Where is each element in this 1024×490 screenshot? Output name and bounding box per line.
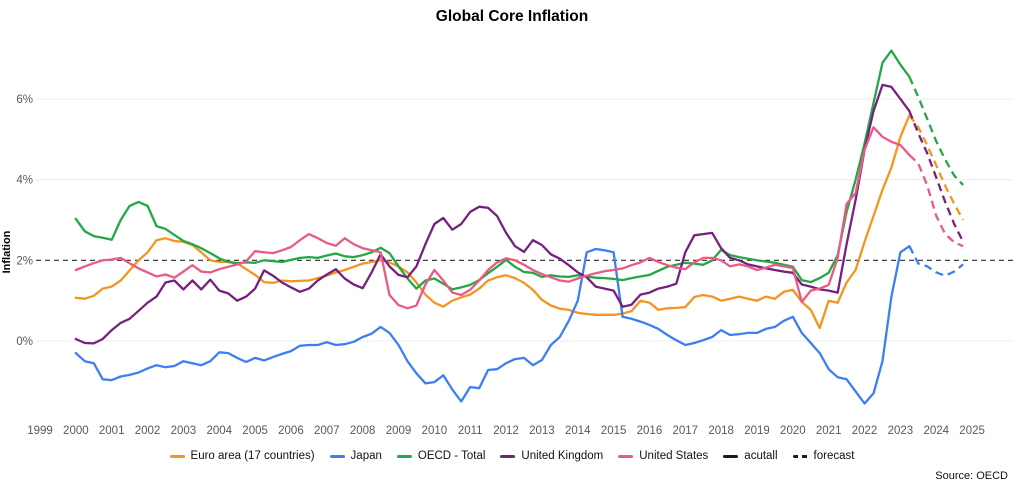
legend-label: OECD - Total — [417, 450, 486, 462]
legend-dashed-line-icon — [792, 454, 808, 458]
chart-title: Global Core Inflation — [435, 8, 589, 25]
legend-line-icon — [500, 454, 516, 458]
actual-line — [74, 49, 911, 291]
y-tick-label: 2% — [16, 255, 33, 267]
legend-label: United Kingdom — [521, 450, 604, 462]
legend-line-icon — [723, 454, 739, 458]
forecast-line — [908, 114, 965, 221]
x-tick-label: 2008 — [350, 425, 376, 437]
series-oecd-total — [74, 49, 964, 291]
legend-label: acutall — [744, 450, 778, 462]
legend-item-euro-area-17-countries-: Euro area (17 countries) — [169, 450, 315, 462]
legend-item-japan: Japan — [329, 450, 382, 462]
x-tick-label: 2010 — [422, 425, 448, 437]
x-tick-label: 2002 — [135, 425, 161, 437]
legend-line-icon — [329, 454, 345, 458]
actual-line — [74, 245, 911, 405]
x-tick-label: 2021 — [816, 425, 842, 437]
x-tick-label: 2012 — [493, 425, 519, 437]
actual-line — [74, 114, 911, 330]
x-tick-label: 2013 — [529, 425, 555, 437]
legend-item-united-kingdom: United Kingdom — [500, 450, 603, 462]
legend-line-icon — [169, 454, 185, 458]
series-japan — [74, 245, 964, 405]
x-tick-label: 2000 — [63, 425, 89, 437]
legend-label: United States — [639, 450, 709, 462]
x-tick-label: 2004 — [206, 425, 232, 437]
legend-line-icon — [396, 454, 412, 458]
x-tick-label: 2009 — [386, 425, 412, 437]
x-tick-label: 2020 — [780, 425, 806, 437]
x-tick-label: 2003 — [171, 425, 197, 437]
gridlines: 0% 2% 4% 6% — [16, 94, 1013, 348]
x-tick-label: 2022 — [852, 425, 878, 437]
actual-line — [74, 83, 911, 345]
legend-label: Japan — [350, 450, 382, 462]
x-tick-label: 2006 — [278, 425, 304, 437]
x-tick-label: 2018 — [708, 425, 734, 437]
legend: Euro area (17 countries) Japan OECD - Tota… — [0, 450, 1024, 462]
legend-item-oecd-total: OECD - Total — [396, 450, 486, 462]
legend-line-icon — [618, 454, 634, 458]
x-tick-label: 2007 — [314, 425, 340, 437]
forecast-line — [908, 76, 964, 186]
legend-item-united-states: United States — [618, 450, 708, 462]
legend-item-forecast: forecast — [792, 450, 855, 462]
x-tick-label: 2001 — [99, 425, 125, 437]
x-tick-label: 2017 — [673, 425, 699, 437]
y-tick-label: 6% — [16, 94, 33, 106]
actual-line — [74, 126, 911, 310]
x-tick-label: 2025 — [959, 425, 985, 437]
series-euro-area-17-countries- — [74, 114, 965, 330]
series-united-kingdom — [74, 83, 965, 345]
legend-item-acutall: acutall — [723, 450, 778, 462]
x-tick-label: 2015 — [601, 425, 627, 437]
forecast-line — [908, 245, 964, 277]
x-tick-label: 2011 — [458, 425, 483, 437]
legend-label: forecast — [813, 450, 855, 462]
x-tick-label: 2024 — [923, 425, 949, 437]
x-axis-labels: 1999 2000 2001 2002 2003 2004 2005 2006 2007 2008… — [27, 425, 985, 437]
series-united-states — [74, 126, 964, 310]
forecast-line — [908, 154, 964, 248]
x-tick-label: 2005 — [242, 425, 268, 437]
y-tick-label: 4% — [16, 175, 33, 187]
x-tick-label: 1999 — [27, 425, 53, 437]
y-tick-label: 0% — [16, 336, 33, 348]
x-tick-label: 2016 — [637, 425, 663, 437]
source-label: Source: OECD — [935, 470, 1008, 482]
legend-label: Euro area (17 countries) — [190, 450, 315, 462]
forecast-line — [908, 110, 965, 243]
x-tick-label: 2014 — [565, 425, 591, 437]
x-tick-label: 2019 — [744, 425, 770, 437]
x-tick-label: 2023 — [888, 425, 914, 437]
